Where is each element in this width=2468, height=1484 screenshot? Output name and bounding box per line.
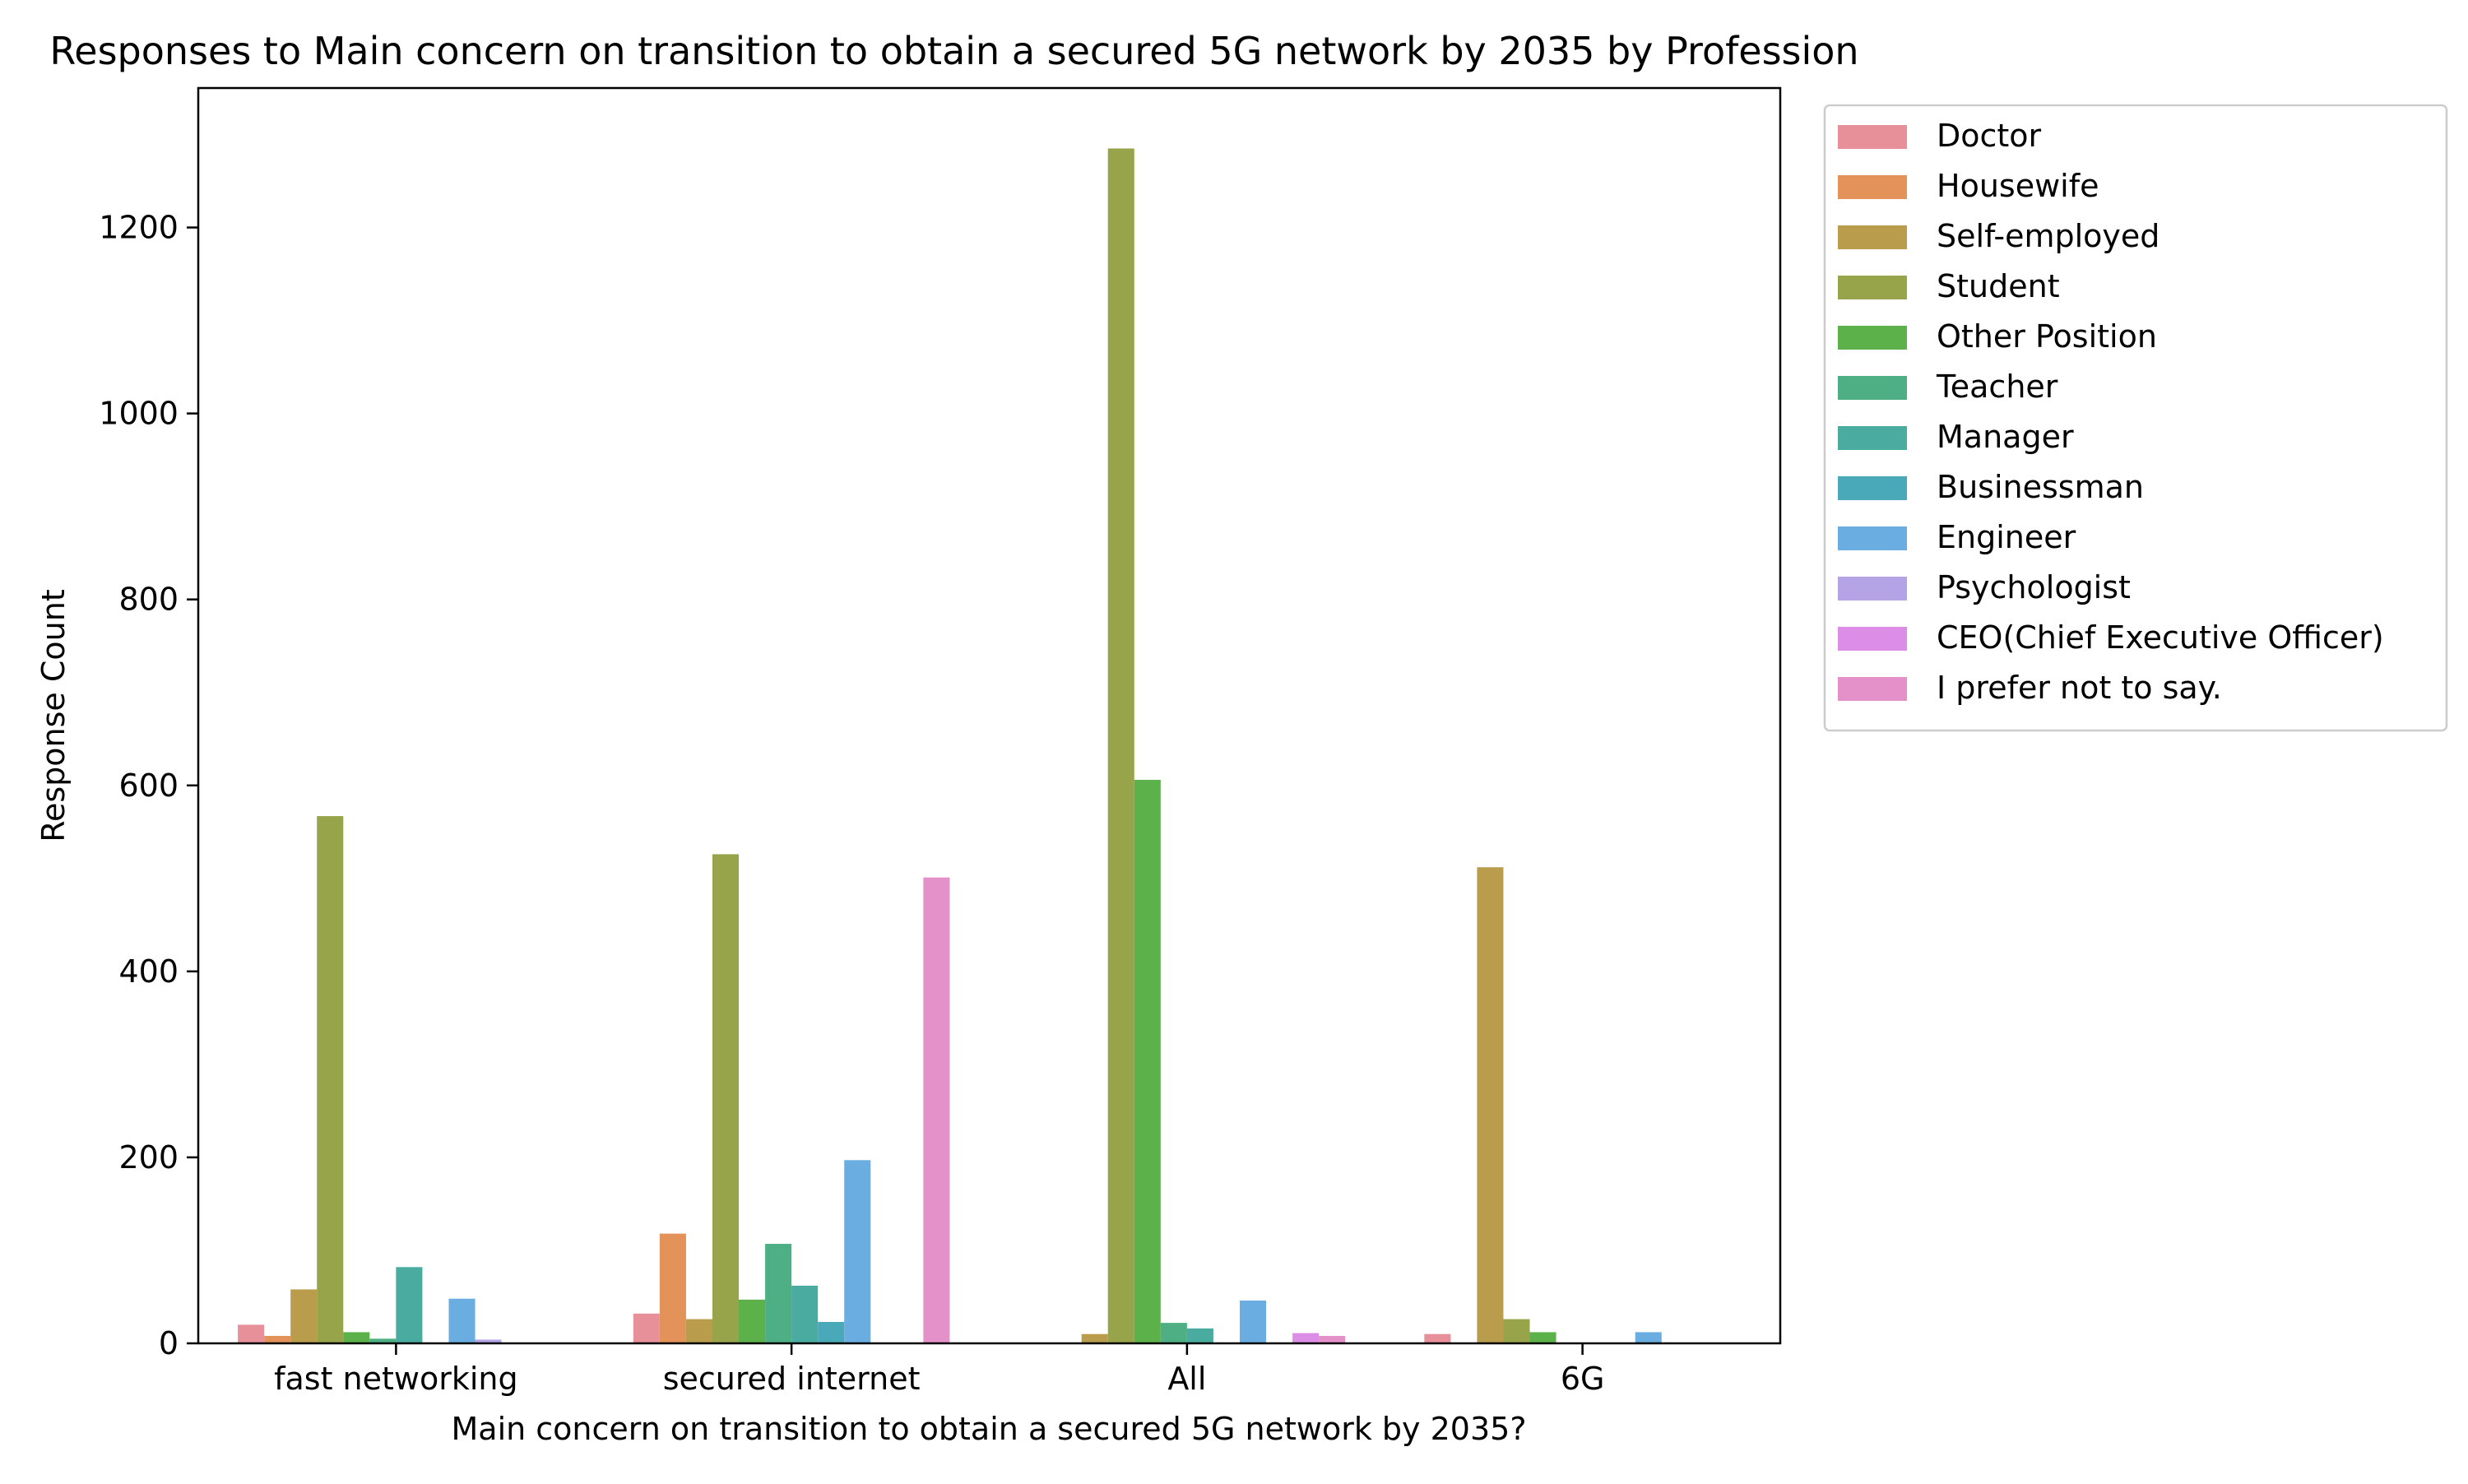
- bar-2-3: [1107, 148, 1134, 1343]
- legend-label: Other Position: [1937, 318, 2157, 355]
- x-tick-label: secured internet: [663, 1361, 921, 1397]
- bar-3-0: [1424, 1333, 1451, 1343]
- y-axis-label: Response Count: [35, 589, 72, 842]
- legend-label: CEO(Chief Executive Officer): [1937, 619, 2384, 656]
- x-tick-label: All: [1167, 1361, 1206, 1397]
- bar-3-8: [1635, 1332, 1662, 1343]
- legend-label: Engineer: [1937, 519, 2076, 555]
- chart-title: Responses to Main concern on transition …: [49, 29, 1858, 73]
- bar-0-4: [343, 1332, 370, 1343]
- bar-1-2: [685, 1319, 712, 1343]
- legend-swatch: [1838, 627, 1907, 651]
- legend-swatch: [1838, 276, 1907, 299]
- bar-2-4: [1134, 779, 1161, 1343]
- x-axis-label: Main concern on transition to obtain a s…: [452, 1411, 1527, 1447]
- legend-label: Student: [1937, 268, 2060, 304]
- bar-1-3: [712, 854, 740, 1343]
- y-tick-label: 400: [118, 953, 179, 990]
- bar-0-1: [264, 1335, 291, 1343]
- y-tick-label: 1000: [99, 396, 179, 432]
- x-tick-label: fast networking: [274, 1361, 518, 1397]
- plot-frame: [197, 86, 1782, 1345]
- bar-1-5: [765, 1244, 792, 1343]
- legend-swatch: [1838, 326, 1907, 350]
- x-axis: fast networking secured internet All 6G: [274, 1343, 1604, 1397]
- bar-3-2: [1477, 867, 1504, 1343]
- bar-1-1: [659, 1233, 686, 1343]
- bar-1-6: [791, 1285, 819, 1343]
- x-tick-label: 6G: [1561, 1361, 1605, 1397]
- bar-1-4: [739, 1299, 766, 1343]
- y-axis: 0 200 400 600 800 1000 1200: [99, 210, 198, 1361]
- legend-label: Businessman: [1937, 469, 2144, 505]
- bar-0-2: [290, 1289, 318, 1343]
- y-tick-label: 200: [118, 1139, 179, 1176]
- bar-2-2: [1081, 1333, 1108, 1343]
- bar-1-11: [923, 877, 950, 1343]
- legend-label: Teacher: [1936, 369, 2058, 405]
- legend-swatch: [1838, 526, 1907, 550]
- bar-3-3: [1503, 1319, 1530, 1343]
- legend-label: Manager: [1937, 419, 2074, 455]
- legend-label: Doctor: [1937, 118, 2042, 154]
- bar-2-11: [1319, 1335, 1346, 1343]
- y-tick-label: 1200: [99, 210, 179, 246]
- legend: Doctor Housewife Self-employed Student Other…: [1823, 104, 2448, 732]
- legend-swatch: [1838, 175, 1907, 199]
- legend-label: Psychologist: [1937, 569, 2131, 605]
- bar-2-10: [1292, 1333, 1320, 1343]
- bar-2-5: [1160, 1323, 1187, 1343]
- bar-2-6: [1186, 1328, 1213, 1343]
- legend-swatch: [1838, 577, 1907, 601]
- legend-swatch: [1838, 376, 1907, 400]
- bar-1-8: [844, 1160, 871, 1343]
- legend-label: I prefer not to say.: [1937, 670, 2222, 706]
- bar-1-0: [633, 1313, 660, 1343]
- legend-label: Housewife: [1937, 168, 2099, 204]
- legend-label: Self-employed: [1937, 218, 2160, 254]
- bar-0-3: [317, 816, 344, 1343]
- legend-box: [1823, 104, 2448, 732]
- y-tick-label: 800: [118, 582, 179, 618]
- bar-0-5: [369, 1338, 397, 1343]
- bar-0-9: [475, 1339, 502, 1343]
- bar-2-8: [1239, 1301, 1267, 1343]
- bar-3-4: [1529, 1332, 1556, 1343]
- y-tick-label: 600: [118, 768, 179, 804]
- bar-0-8: [448, 1298, 476, 1343]
- bar-0-0: [238, 1324, 265, 1343]
- legend-swatch: [1838, 426, 1907, 450]
- legend-swatch: [1838, 476, 1907, 500]
- bar-0-6: [396, 1267, 423, 1343]
- legend-swatch: [1838, 225, 1907, 249]
- legend-swatch: [1838, 125, 1907, 149]
- plot-area: [238, 148, 1662, 1343]
- legend-swatch: [1838, 677, 1907, 701]
- bar-1-7: [818, 1322, 845, 1343]
- y-tick-label: 0: [159, 1325, 179, 1361]
